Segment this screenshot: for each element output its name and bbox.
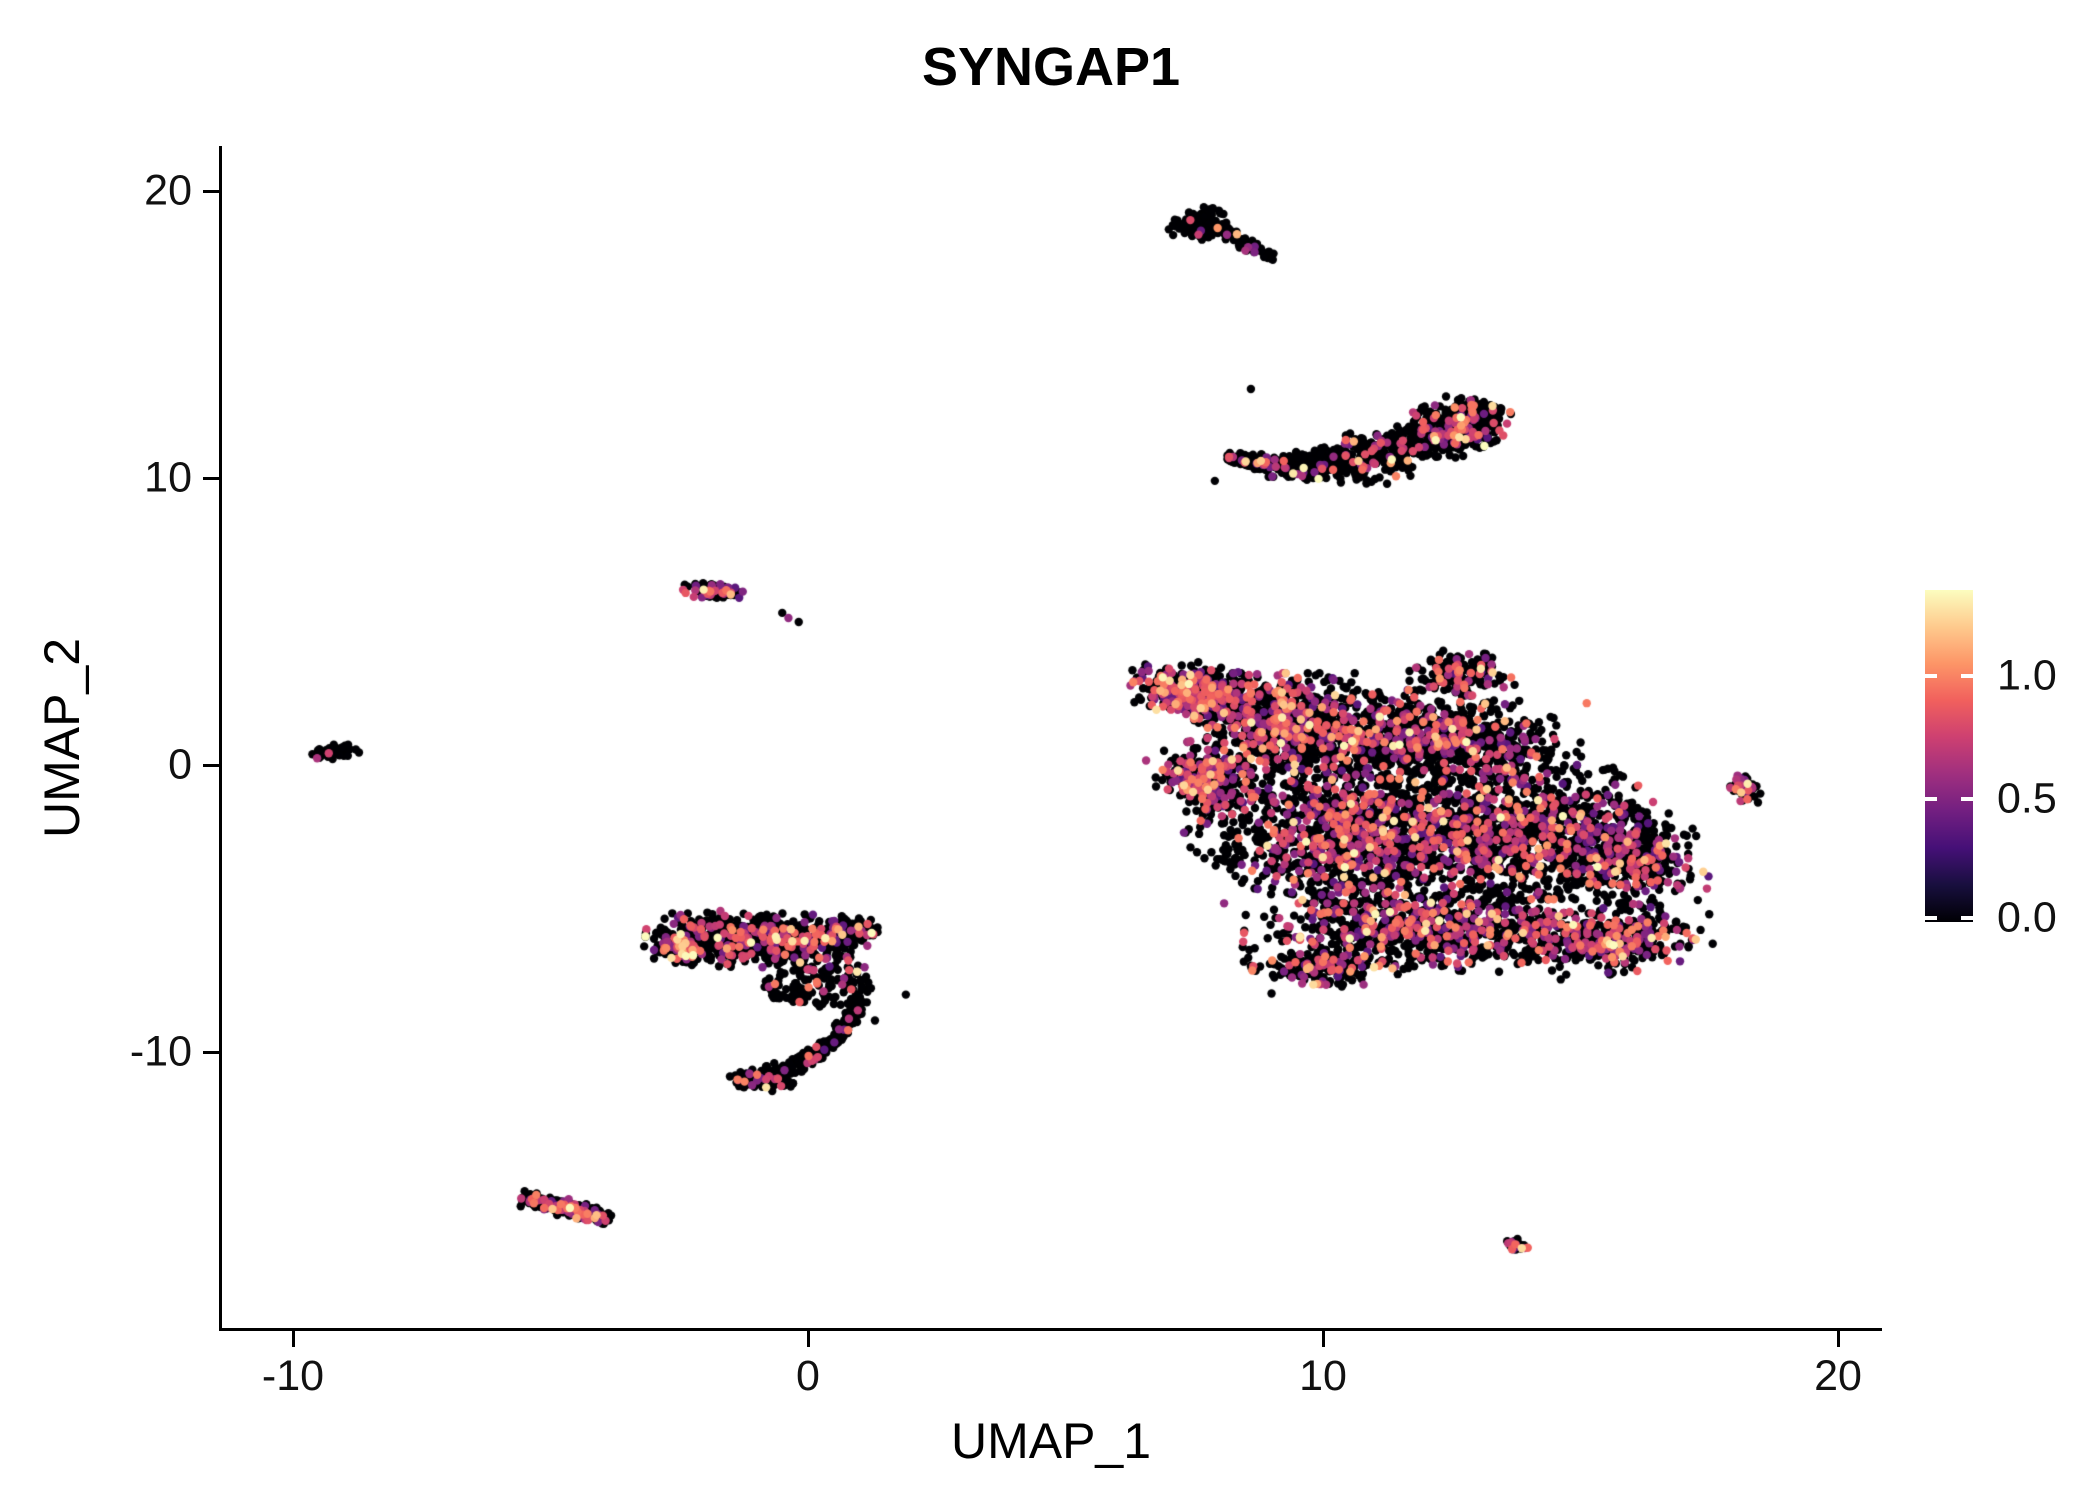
legend-tick-mark (1925, 797, 1937, 802)
y-tick-label: 20 (144, 166, 192, 215)
legend-tick-label: 0.0 (1997, 893, 2057, 942)
legend-tick-mark (1961, 674, 1973, 679)
y-tick-mark (203, 476, 219, 480)
legend-tick-mark (1925, 916, 1937, 920)
x-tick-mark (806, 1331, 810, 1347)
x-axis-line (219, 1328, 1882, 1331)
x-tick-label: 20 (1814, 1352, 1862, 1400)
x-tick-label: -10 (261, 1352, 325, 1400)
x-tick-label: 0 (796, 1352, 820, 1400)
legend-tick-mark (1925, 674, 1937, 679)
x-axis-title: UMAP_1 (950, 1413, 1152, 1469)
y-tick-mark (203, 1050, 219, 1054)
x-tick-mark (291, 1331, 295, 1347)
legend-tick-mark (1961, 797, 1973, 802)
legend-tick-label: 1.0 (1997, 651, 2057, 700)
y-tick-label: 10 (144, 453, 192, 502)
chart-title: SYNGAP1 (921, 37, 1181, 97)
y-tick-mark (203, 763, 219, 767)
y-tick-label: -10 (129, 1027, 192, 1076)
y-axis-line (219, 146, 222, 1331)
colorbar-gradient (1925, 590, 1973, 922)
x-tick-label: 10 (1299, 1352, 1347, 1400)
legend-tick-mark (1961, 916, 1973, 920)
x-tick-mark (1321, 1331, 1325, 1347)
legend-tick-label: 0.5 (1997, 774, 2057, 823)
x-tick-mark (1836, 1331, 1840, 1347)
y-tick-label: 0 (168, 740, 192, 789)
y-tick-mark (203, 189, 219, 193)
y-axis-title: UMAP_2 (34, 637, 90, 839)
